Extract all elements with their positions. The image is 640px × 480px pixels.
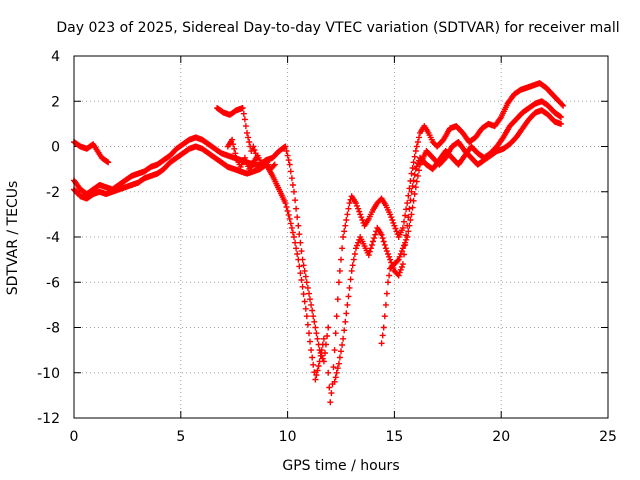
data-point-markers [214, 105, 259, 157]
data-point-markers [378, 107, 564, 347]
y-tick-label: -10 [37, 366, 60, 382]
x-tick-label: 25 [599, 429, 617, 445]
x-tick-label: 10 [279, 429, 297, 445]
y-tick-label: -8 [46, 321, 60, 337]
y-tick-label: 4 [51, 49, 60, 65]
axes: -12 -10 -8 -6 -4 -2 0 2 4 0 5 10 15 20 25 [37, 49, 617, 445]
y-tick-label: -4 [46, 230, 60, 246]
data-point-markers [224, 136, 278, 173]
y-tick-label: -2 [46, 185, 60, 201]
series-track-f [325, 80, 567, 406]
chart-title: Day 023 of 2025, Sidereal Day-to-day VTE… [56, 20, 619, 36]
series-track-e [224, 136, 278, 173]
y-axis-label: SDTVAR / TECUs [5, 181, 21, 296]
data-points [71, 80, 567, 406]
x-axis-label: GPS time / hours [282, 458, 399, 474]
x-tick-label: 5 [176, 429, 185, 445]
x-tick-label: 15 [385, 429, 403, 445]
y-tick-label: -12 [37, 411, 60, 427]
grid [74, 56, 608, 418]
data-point-markers [325, 80, 567, 406]
x-tick-label: 20 [492, 429, 510, 445]
series-track-h [378, 107, 564, 347]
x-tick-label: 0 [70, 429, 79, 445]
y-tick-label: -6 [46, 275, 60, 291]
series-track-d [214, 105, 259, 157]
y-tick-label: 2 [51, 94, 60, 110]
y-tick-label: 0 [51, 140, 60, 156]
plot-frame [73, 55, 609, 419]
